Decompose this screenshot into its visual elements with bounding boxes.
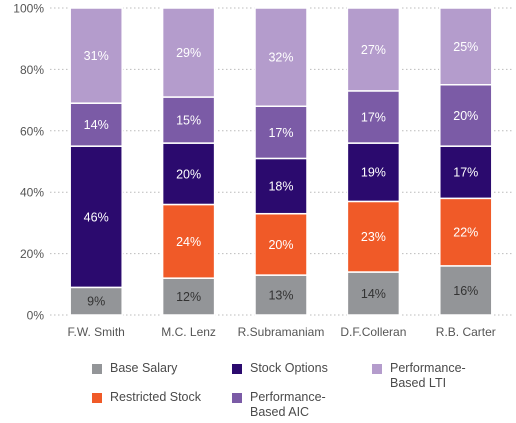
x-axis: F.W. Smith M.C. Lenz R.Subramaniam D.F.Coll… bbox=[68, 325, 496, 339]
data-label-performance-based-lti-f-w-smith: 31% bbox=[84, 49, 109, 63]
bar-segment-stock-options-r-b-carter bbox=[439, 145, 493, 200]
data-label-base-salary-d-f-colleran: 14% bbox=[361, 287, 386, 301]
y-tick-label: 0% bbox=[27, 309, 45, 323]
data-label-performance-based-aic-r-b-carter: 20% bbox=[453, 109, 478, 123]
data-label-performance-based-aic-r-subramaniam: 17% bbox=[268, 126, 293, 140]
bar-segment-performance-based-lti-d-f-colleran bbox=[346, 7, 401, 92]
x-tick-label-m-c-lenz: M.C. Lenz bbox=[161, 325, 216, 339]
x-tick-label-r-b-carter: R.B. Carter bbox=[436, 325, 496, 339]
y-tick-label: 40% bbox=[20, 186, 44, 200]
bar-segment-base-salary-f-w-smith bbox=[69, 286, 123, 316]
data-label-base-salary-m-c-lenz: 12% bbox=[176, 290, 201, 304]
bar-segment-performance-based-aic-m-c-lenz bbox=[161, 96, 216, 144]
data-label-performance-based-lti-r-subramaniam: 32% bbox=[268, 51, 293, 65]
data-label-performance-based-lti-d-f-colleran: 27% bbox=[361, 43, 386, 57]
data-label-performance-based-lti-r-b-carter: 25% bbox=[453, 40, 478, 54]
data-label-restricted-stock-m-c-lenz: 24% bbox=[176, 235, 201, 249]
bar-segment-performance-based-lti-r-subramaniam bbox=[254, 7, 308, 107]
bar-segment-stock-options-r-subramaniam bbox=[254, 157, 308, 215]
bar-segment-restricted-stock-r-b-carter bbox=[439, 197, 493, 267]
bar-segment-performance-based-aic-d-f-colleran bbox=[346, 90, 401, 144]
y-tick-label: 20% bbox=[20, 247, 44, 261]
bar-segment-restricted-stock-d-f-colleran bbox=[346, 200, 401, 273]
data-label-stock-options-m-c-lenz: 20% bbox=[176, 167, 201, 181]
y-tick-label: 80% bbox=[20, 63, 44, 77]
bar-segment-performance-based-lti-f-w-smith bbox=[69, 7, 123, 104]
y-tick-label: 100% bbox=[13, 2, 44, 16]
bar-segment-restricted-stock-m-c-lenz bbox=[161, 203, 216, 279]
data-label-stock-options-d-f-colleran: 19% bbox=[361, 166, 386, 180]
bar-segment-performance-based-lti-m-c-lenz bbox=[161, 7, 216, 98]
data-label-performance-based-aic-m-c-lenz: 15% bbox=[176, 114, 201, 128]
data-label-performance-based-aic-f-w-smith: 14% bbox=[84, 118, 109, 132]
x-tick-label-d-f-colleran: D.F.Colleran bbox=[340, 325, 406, 339]
grid-lines bbox=[50, 7, 512, 316]
bars: 9% 46% 14% 31% 12% 24% 20% 15% 29% 13% 20% 18% 17% 32… bbox=[69, 7, 493, 316]
y-axis: 0% 20% 40% 60% 80% 100% bbox=[13, 2, 44, 323]
bar-segment-stock-options-f-w-smith bbox=[69, 145, 123, 289]
data-label-restricted-stock-r-b-carter: 22% bbox=[453, 226, 478, 240]
data-label-performance-based-lti-m-c-lenz: 29% bbox=[176, 46, 201, 60]
data-label-base-salary-r-b-carter: 16% bbox=[453, 284, 478, 298]
data-label-stock-options-r-b-carter: 17% bbox=[453, 166, 478, 180]
bar-segment-base-salary-m-c-lenz bbox=[161, 277, 216, 316]
data-label-base-salary-r-subramaniam: 13% bbox=[268, 289, 293, 303]
data-label-performance-based-aic-d-f-colleran: 17% bbox=[361, 110, 386, 124]
bar-segment-stock-options-m-c-lenz bbox=[161, 142, 216, 206]
bar-segment-performance-based-lti-r-b-carter bbox=[439, 7, 493, 86]
x-tick-label-f-w-smith: F.W. Smith bbox=[68, 325, 125, 339]
data-label-restricted-stock-d-f-colleran: 23% bbox=[361, 230, 386, 244]
bar-segment-base-salary-r-b-carter bbox=[439, 265, 493, 316]
data-label-restricted-stock-r-subramaniam: 20% bbox=[268, 238, 293, 252]
bar-segment-restricted-stock-r-subramaniam bbox=[254, 212, 308, 276]
bar-segment-stock-options-d-f-colleran bbox=[346, 142, 401, 203]
y-tick-label: 60% bbox=[20, 124, 44, 138]
data-label-stock-options-r-subramaniam: 18% bbox=[268, 180, 293, 194]
data-label-stock-options-f-w-smith: 46% bbox=[84, 210, 109, 224]
x-tick-label-r-subramaniam: R.Subramaniam bbox=[238, 325, 325, 339]
bar-segment-performance-based-aic-r-subramaniam bbox=[254, 105, 308, 160]
data-label-base-salary-f-w-smith: 9% bbox=[87, 295, 105, 309]
bar-segment-base-salary-d-f-colleran bbox=[346, 271, 401, 316]
